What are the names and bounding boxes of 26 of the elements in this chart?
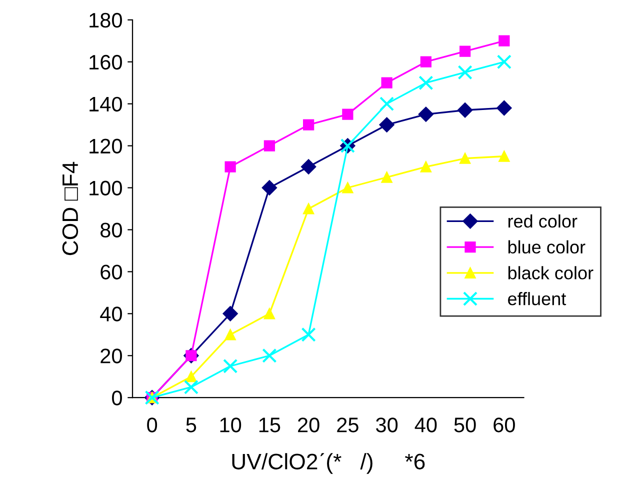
x-tick-label: 20 — [298, 418, 320, 432]
y-tick-label: 160 — [90, 54, 122, 70]
legend-label: red color — [508, 214, 578, 228]
x-axis-title: UV/ClO2ˊ(* /) *6 — [232, 453, 425, 474]
x-tick-label: 0 — [147, 418, 158, 432]
x-tick-label: 60 — [494, 418, 515, 432]
y-tick-label: 60 — [100, 264, 122, 280]
y-tick-label: 0 — [112, 390, 122, 406]
legend-label: blue color — [508, 240, 586, 254]
x-tick-label: 10 — [220, 418, 242, 432]
x-tick-label: 15 — [259, 418, 280, 432]
x-tick-label: 30 — [376, 418, 398, 432]
y-tick-label: 20 — [100, 348, 122, 364]
x-tick-label: 25 — [337, 418, 358, 432]
x-tick-label: 5 — [186, 418, 196, 432]
y-tick-label: 180 — [90, 12, 122, 28]
y-tick-label: 80 — [100, 222, 122, 238]
x-tick-label: 50 — [454, 418, 476, 432]
y-axis-title: COD □F4 — [62, 162, 78, 256]
legend-label: black color — [508, 266, 594, 280]
y-tick-label: 100 — [90, 180, 122, 196]
y-tick-label: 120 — [90, 138, 122, 154]
y-tick-label: 140 — [90, 96, 122, 112]
y-tick-label: 40 — [100, 306, 122, 322]
legend-label: effluent — [508, 292, 566, 306]
x-tick-label: 40 — [414, 418, 437, 432]
